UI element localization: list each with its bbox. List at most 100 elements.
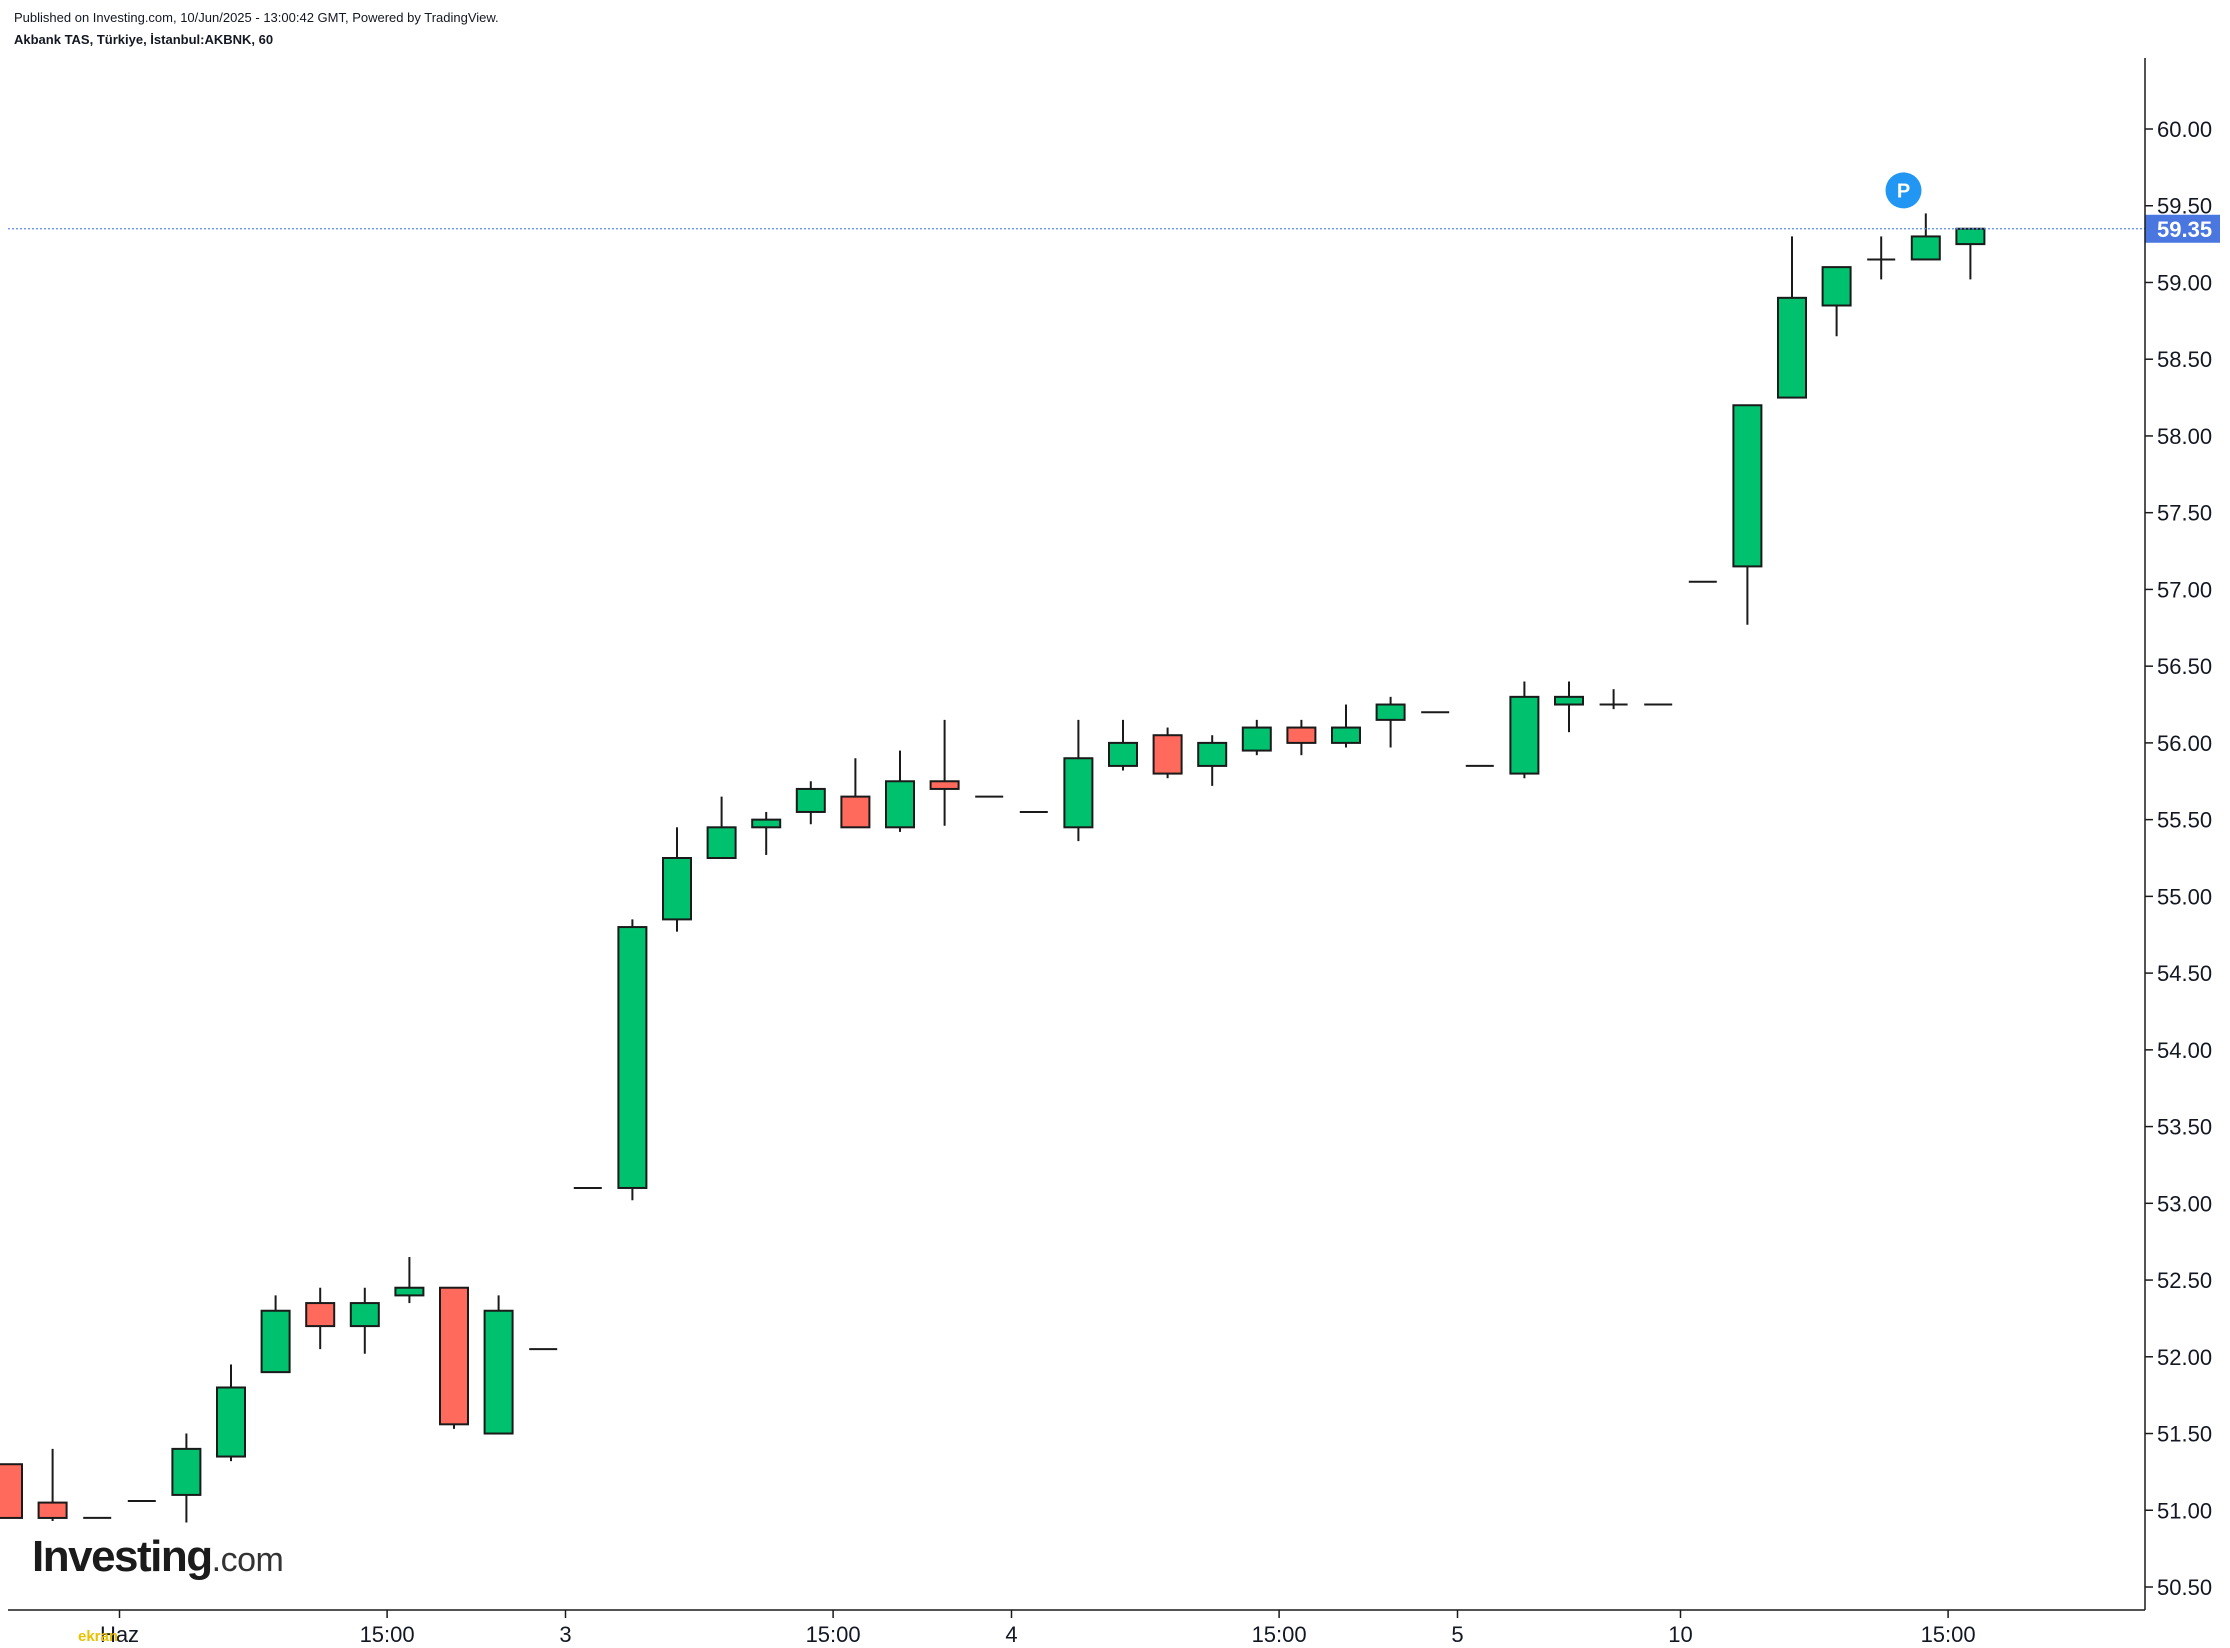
candle-body: [617, 926, 648, 1189]
candle-body: [1955, 227, 1986, 246]
y-tick-label: 52.00: [2157, 1345, 2212, 1370]
candle: [1063, 719, 1094, 842]
last-price-tag: [2145, 214, 2220, 243]
x-tick-label: 15:00: [1921, 1622, 1976, 1647]
y-tick-label: 59.00: [2157, 270, 2212, 295]
candle-body: [0, 1463, 23, 1519]
candle: [706, 796, 737, 859]
candle: [1286, 719, 1317, 756]
logo-brand: Investing: [32, 1532, 213, 1581]
candle: [929, 719, 960, 826]
candle-body: [1286, 726, 1317, 744]
candle-body: [439, 1286, 469, 1426]
overlay-group: 59.35 P: [8, 172, 2220, 243]
candle: [1867, 236, 1896, 280]
candle-body: [1509, 695, 1540, 775]
candle: [1821, 266, 1852, 337]
candle: [617, 919, 648, 1201]
candles-group: [0, 213, 1986, 1523]
candle: [0, 1463, 23, 1519]
y-tick-label: 52.50: [2157, 1268, 2212, 1293]
candle: [1241, 719, 1272, 756]
candle: [1375, 696, 1406, 748]
candle: [1331, 704, 1361, 748]
candle: [305, 1287, 336, 1350]
y-tick-label: 54.00: [2157, 1038, 2212, 1063]
candle-body: [1063, 757, 1094, 829]
y-tick-label: 60.00: [2157, 117, 2212, 142]
candle-body: [1152, 734, 1183, 775]
candle-body: [483, 1309, 514, 1435]
y-tick-label: 57.50: [2157, 501, 2212, 526]
candle: [1777, 236, 1807, 399]
candle-body: [1910, 235, 1941, 261]
candle-body: [795, 787, 826, 813]
x-tick-label: 4: [1005, 1622, 1017, 1647]
y-tick-label: 53.00: [2157, 1191, 2212, 1216]
y-tick-label: 59.50: [2157, 194, 2212, 219]
candle: [1599, 689, 1628, 710]
candle: [260, 1295, 291, 1374]
candle: [1197, 735, 1228, 786]
candle: [1910, 213, 1941, 261]
last-price-tag-label: 59.35: [2157, 217, 2212, 242]
y-tick-label: 51.00: [2157, 1498, 2212, 1523]
candle: [439, 1286, 469, 1429]
y-tick-label: 56.00: [2157, 731, 2212, 756]
y-tick-label: 57.00: [2157, 577, 2212, 602]
y-tick-label: 53.50: [2157, 1115, 2212, 1140]
candle: [1152, 727, 1183, 779]
x-tick-label: 15:00: [360, 1622, 415, 1647]
x-tick-label: 15:00: [1252, 1622, 1307, 1647]
candle-body: [929, 780, 960, 790]
axes-group: 60.00 59.50 59.00 58.50 58.00 57.50 57.00 56.50…: [8, 58, 2212, 1647]
published-info: Published on Investing.com, 10/Jun/2025 …: [14, 10, 499, 25]
candle: [795, 781, 826, 825]
x-tick-label: 15:00: [806, 1622, 861, 1647]
candle: [1509, 681, 1540, 779]
y-tick-label: 56.50: [2157, 654, 2212, 679]
candle: [483, 1295, 514, 1435]
y-tick-label: 50.50: [2157, 1575, 2212, 1600]
candle: [37, 1448, 68, 1522]
candle: [1108, 719, 1138, 771]
ekran-watermark: ekran: [78, 1628, 119, 1645]
candle-body: [1732, 404, 1763, 568]
candle-body: [1554, 695, 1584, 706]
candle: [1955, 227, 1986, 280]
x-tick-label: 5: [1451, 1622, 1463, 1647]
x-tick-label: 10: [1668, 1622, 1692, 1647]
marker-circle: [1885, 172, 1922, 209]
logo-suffix: .com: [211, 1541, 284, 1579]
candle-body: [216, 1386, 246, 1458]
y-tick-label: 58.50: [2157, 347, 2212, 372]
candle-body: [349, 1302, 380, 1328]
candle: [349, 1287, 380, 1354]
candle-body: [394, 1286, 425, 1297]
candle-body: [751, 818, 782, 829]
candle-body: [706, 826, 737, 859]
candle: [394, 1257, 425, 1304]
candle: [662, 827, 692, 932]
marker-label: P: [1897, 180, 1910, 202]
candle: [216, 1364, 246, 1462]
candle-body: [37, 1501, 68, 1519]
candle-body: [885, 780, 915, 829]
candle: [1732, 404, 1763, 625]
y-tick-label: 51.50: [2157, 1422, 2212, 1447]
candle-body: [1108, 741, 1138, 767]
symbol-title: Akbank TAS, Türkiye, İstanbul:AKBNK, 60: [14, 32, 274, 47]
candle: [885, 750, 915, 832]
candle: [171, 1433, 202, 1523]
candle-body: [1241, 726, 1272, 752]
candle-body: [171, 1447, 202, 1496]
investing-logo: Investing.com: [32, 1532, 284, 1582]
candle-body: [1821, 266, 1852, 307]
candle-body: [1331, 726, 1361, 744]
x-tick-label: 3: [559, 1622, 571, 1647]
y-tick-label: 54.50: [2157, 961, 2212, 986]
candle: [840, 758, 871, 829]
y-tick-label: 55.00: [2157, 884, 2212, 909]
x-tick-label: Haz: [100, 1622, 139, 1647]
